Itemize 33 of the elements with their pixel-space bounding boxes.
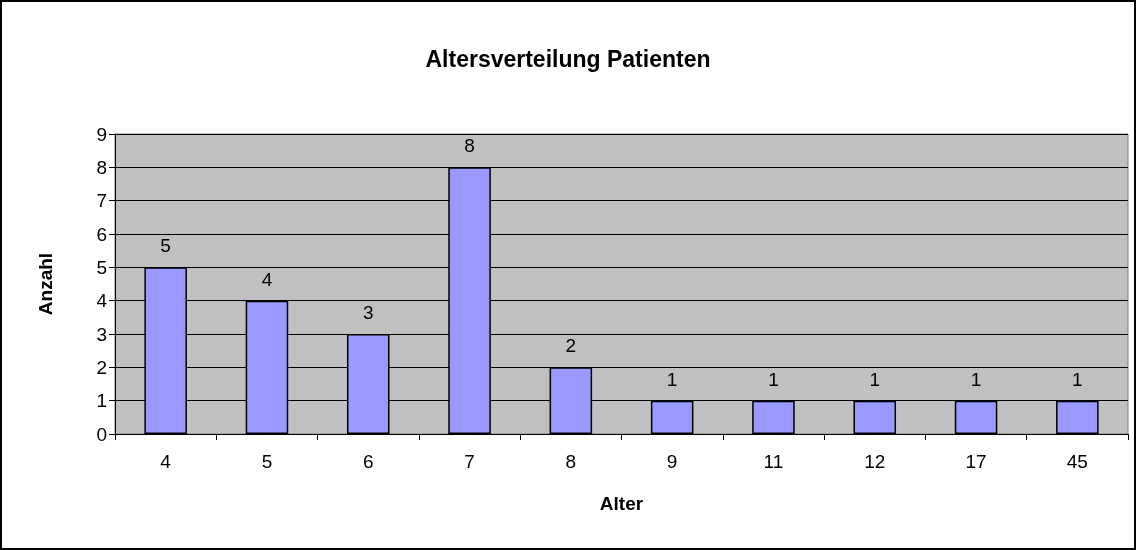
y-tick-label: 7 <box>96 190 107 212</box>
x-tick-label: 6 <box>362 451 374 472</box>
data-label: 1 <box>768 368 779 390</box>
chart-title: Altersverteilung Patienten <box>425 45 711 72</box>
data-label: 8 <box>464 135 475 157</box>
y-tick-label: 6 <box>96 223 107 245</box>
x-tick-label: 4 <box>160 451 172 472</box>
x-tick-label: 5 <box>261 451 273 472</box>
x-tick-label: 9 <box>666 451 678 472</box>
x-tick-label: 17 <box>965 451 987 472</box>
y-axis-title: Anzahl <box>35 252 56 316</box>
data-label: 1 <box>869 368 881 390</box>
y-tick-label: 1 <box>96 390 107 412</box>
data-label: 1 <box>970 368 982 390</box>
y-tick-label: 2 <box>96 356 107 378</box>
x-axis-title: Alter <box>599 493 644 514</box>
x-tick-label: 11 <box>763 451 784 472</box>
x-tick-label: 45 <box>1066 451 1088 472</box>
data-label: 1 <box>1072 368 1083 390</box>
x-tick-label: 12 <box>864 451 886 472</box>
y-tick-label: 9 <box>96 123 107 145</box>
y-tick-label: 4 <box>96 290 108 312</box>
x-tick-label: 8 <box>565 451 577 472</box>
data-label: 1 <box>666 368 678 390</box>
y-tick-label: 3 <box>96 323 107 345</box>
y-tick-label: 0 <box>96 423 107 445</box>
y-tick-label: 8 <box>96 156 107 178</box>
x-tick-label: 7 <box>464 451 475 472</box>
data-label: 3 <box>362 302 374 323</box>
data-label: 5 <box>160 235 171 257</box>
y-tick-label: 5 <box>96 256 107 278</box>
data-label: 4 <box>261 268 273 290</box>
data-label: 2 <box>565 335 577 357</box>
